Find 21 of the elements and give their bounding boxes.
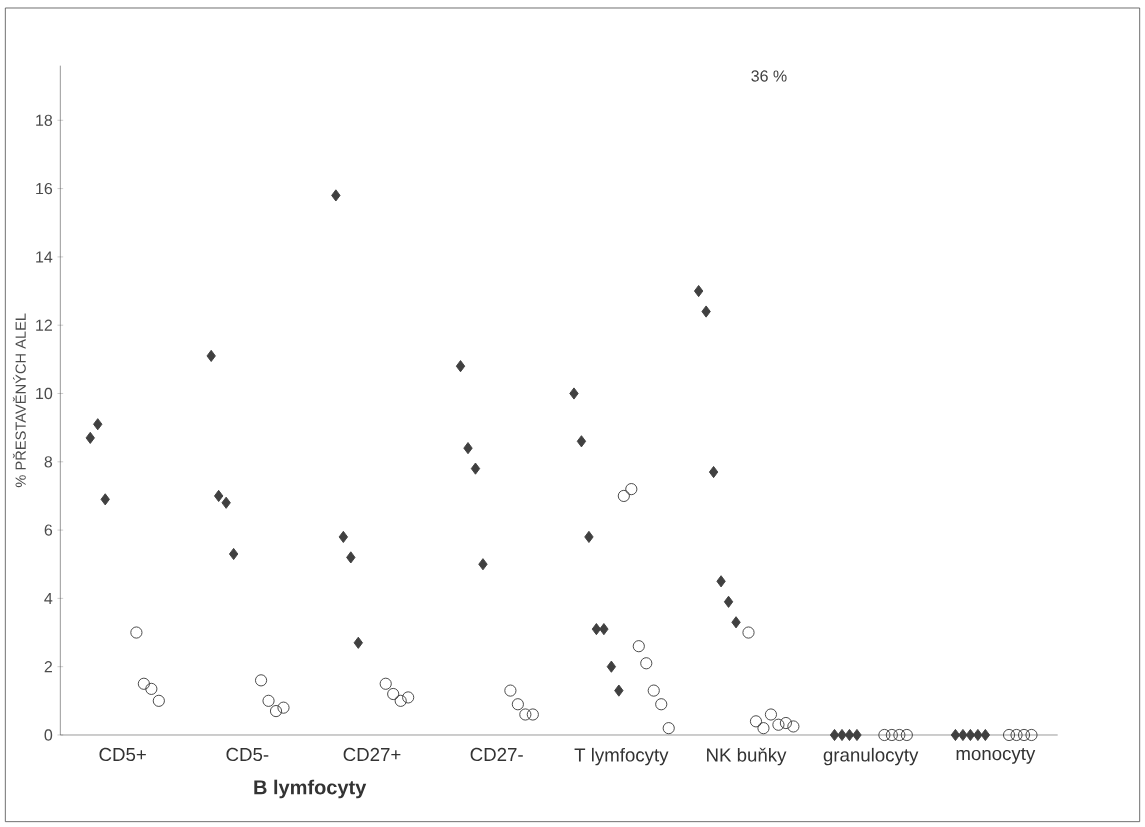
y-tick-label: 2: [44, 661, 52, 673]
y-tick-label: 10: [36, 387, 53, 400]
text: B lymfocyty: [254, 779, 367, 799]
x-tick-label: CD5-: [226, 747, 269, 762]
y-tick-label: 14: [36, 251, 53, 263]
y-tick-label: 6: [44, 524, 53, 536]
y-tick-label: 18: [36, 114, 53, 126]
y-tick-label: 4: [44, 592, 53, 604]
y-axis-title: % PŘESTAVĚNÝCH ALEL: [12, 313, 26, 488]
x-tick-label: CD27+: [343, 747, 401, 762]
y-tick-label: 0: [44, 729, 53, 741]
x-tick-label: NK buňky: [707, 747, 787, 766]
y-tick-label: 16: [36, 182, 53, 195]
y-tick-label: 12: [36, 319, 52, 331]
y-tick-label: 8: [44, 456, 53, 468]
x-tick-label: T lymfocyty: [574, 747, 669, 766]
x-tick-label: CD5+: [99, 747, 146, 762]
x-tick-label: monocyty: [956, 747, 1036, 764]
x-tick-label: CD27-: [470, 747, 523, 762]
annotation: 36 %: [751, 70, 787, 82]
x-tick-label: granulocyty: [823, 747, 919, 766]
